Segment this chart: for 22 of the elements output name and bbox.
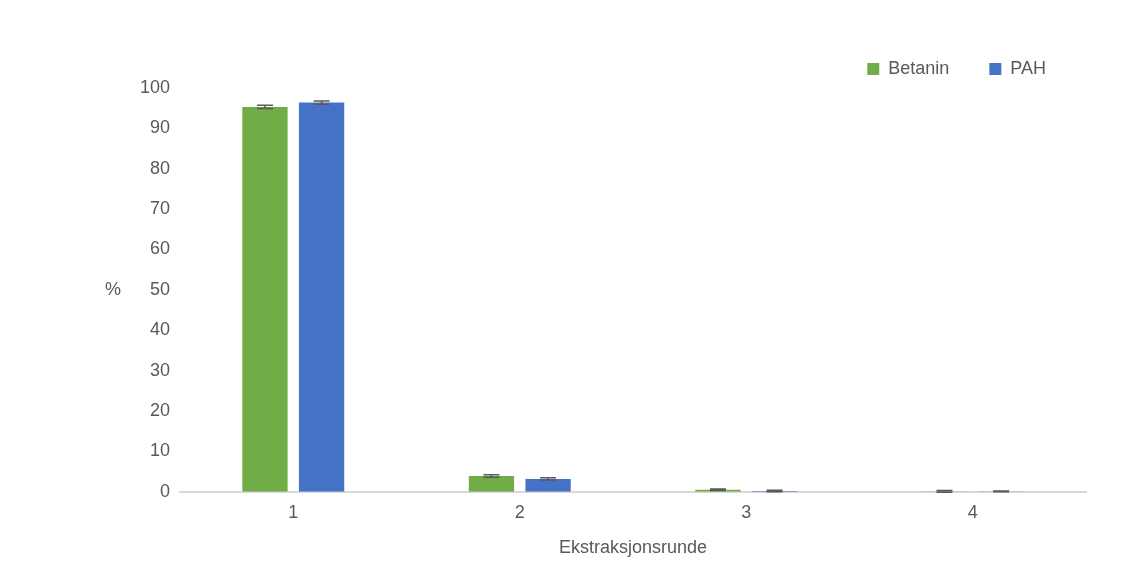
x-tick-label: 3 bbox=[741, 501, 752, 522]
x-tick-label: 1 bbox=[288, 501, 299, 522]
bar bbox=[468, 476, 515, 492]
y-tick-label: 70 bbox=[150, 198, 171, 219]
y-tick-label: 30 bbox=[150, 359, 171, 380]
y-axis-title: % bbox=[104, 278, 122, 299]
y-tick-label: 100 bbox=[139, 76, 171, 97]
bar bbox=[298, 102, 345, 492]
x-tick-label: 4 bbox=[967, 501, 978, 522]
legend-label: Betanin bbox=[888, 57, 950, 78]
y-tick-label: 0 bbox=[160, 480, 171, 501]
legend-label: PAH bbox=[1010, 57, 1047, 78]
bar bbox=[242, 106, 288, 492]
y-tick-label: 80 bbox=[150, 157, 171, 178]
y-tick-label: 40 bbox=[150, 319, 171, 340]
y-tick-label: 10 bbox=[150, 440, 171, 461]
y-tick-label: 20 bbox=[150, 400, 171, 421]
y-tick-label: 60 bbox=[150, 238, 171, 259]
y-tick-label: 50 bbox=[150, 278, 171, 299]
y-tick-label: 90 bbox=[150, 117, 171, 138]
x-tick-label: 2 bbox=[514, 501, 525, 522]
x-axis-title: Ekstraksjonsrunde bbox=[558, 537, 708, 558]
